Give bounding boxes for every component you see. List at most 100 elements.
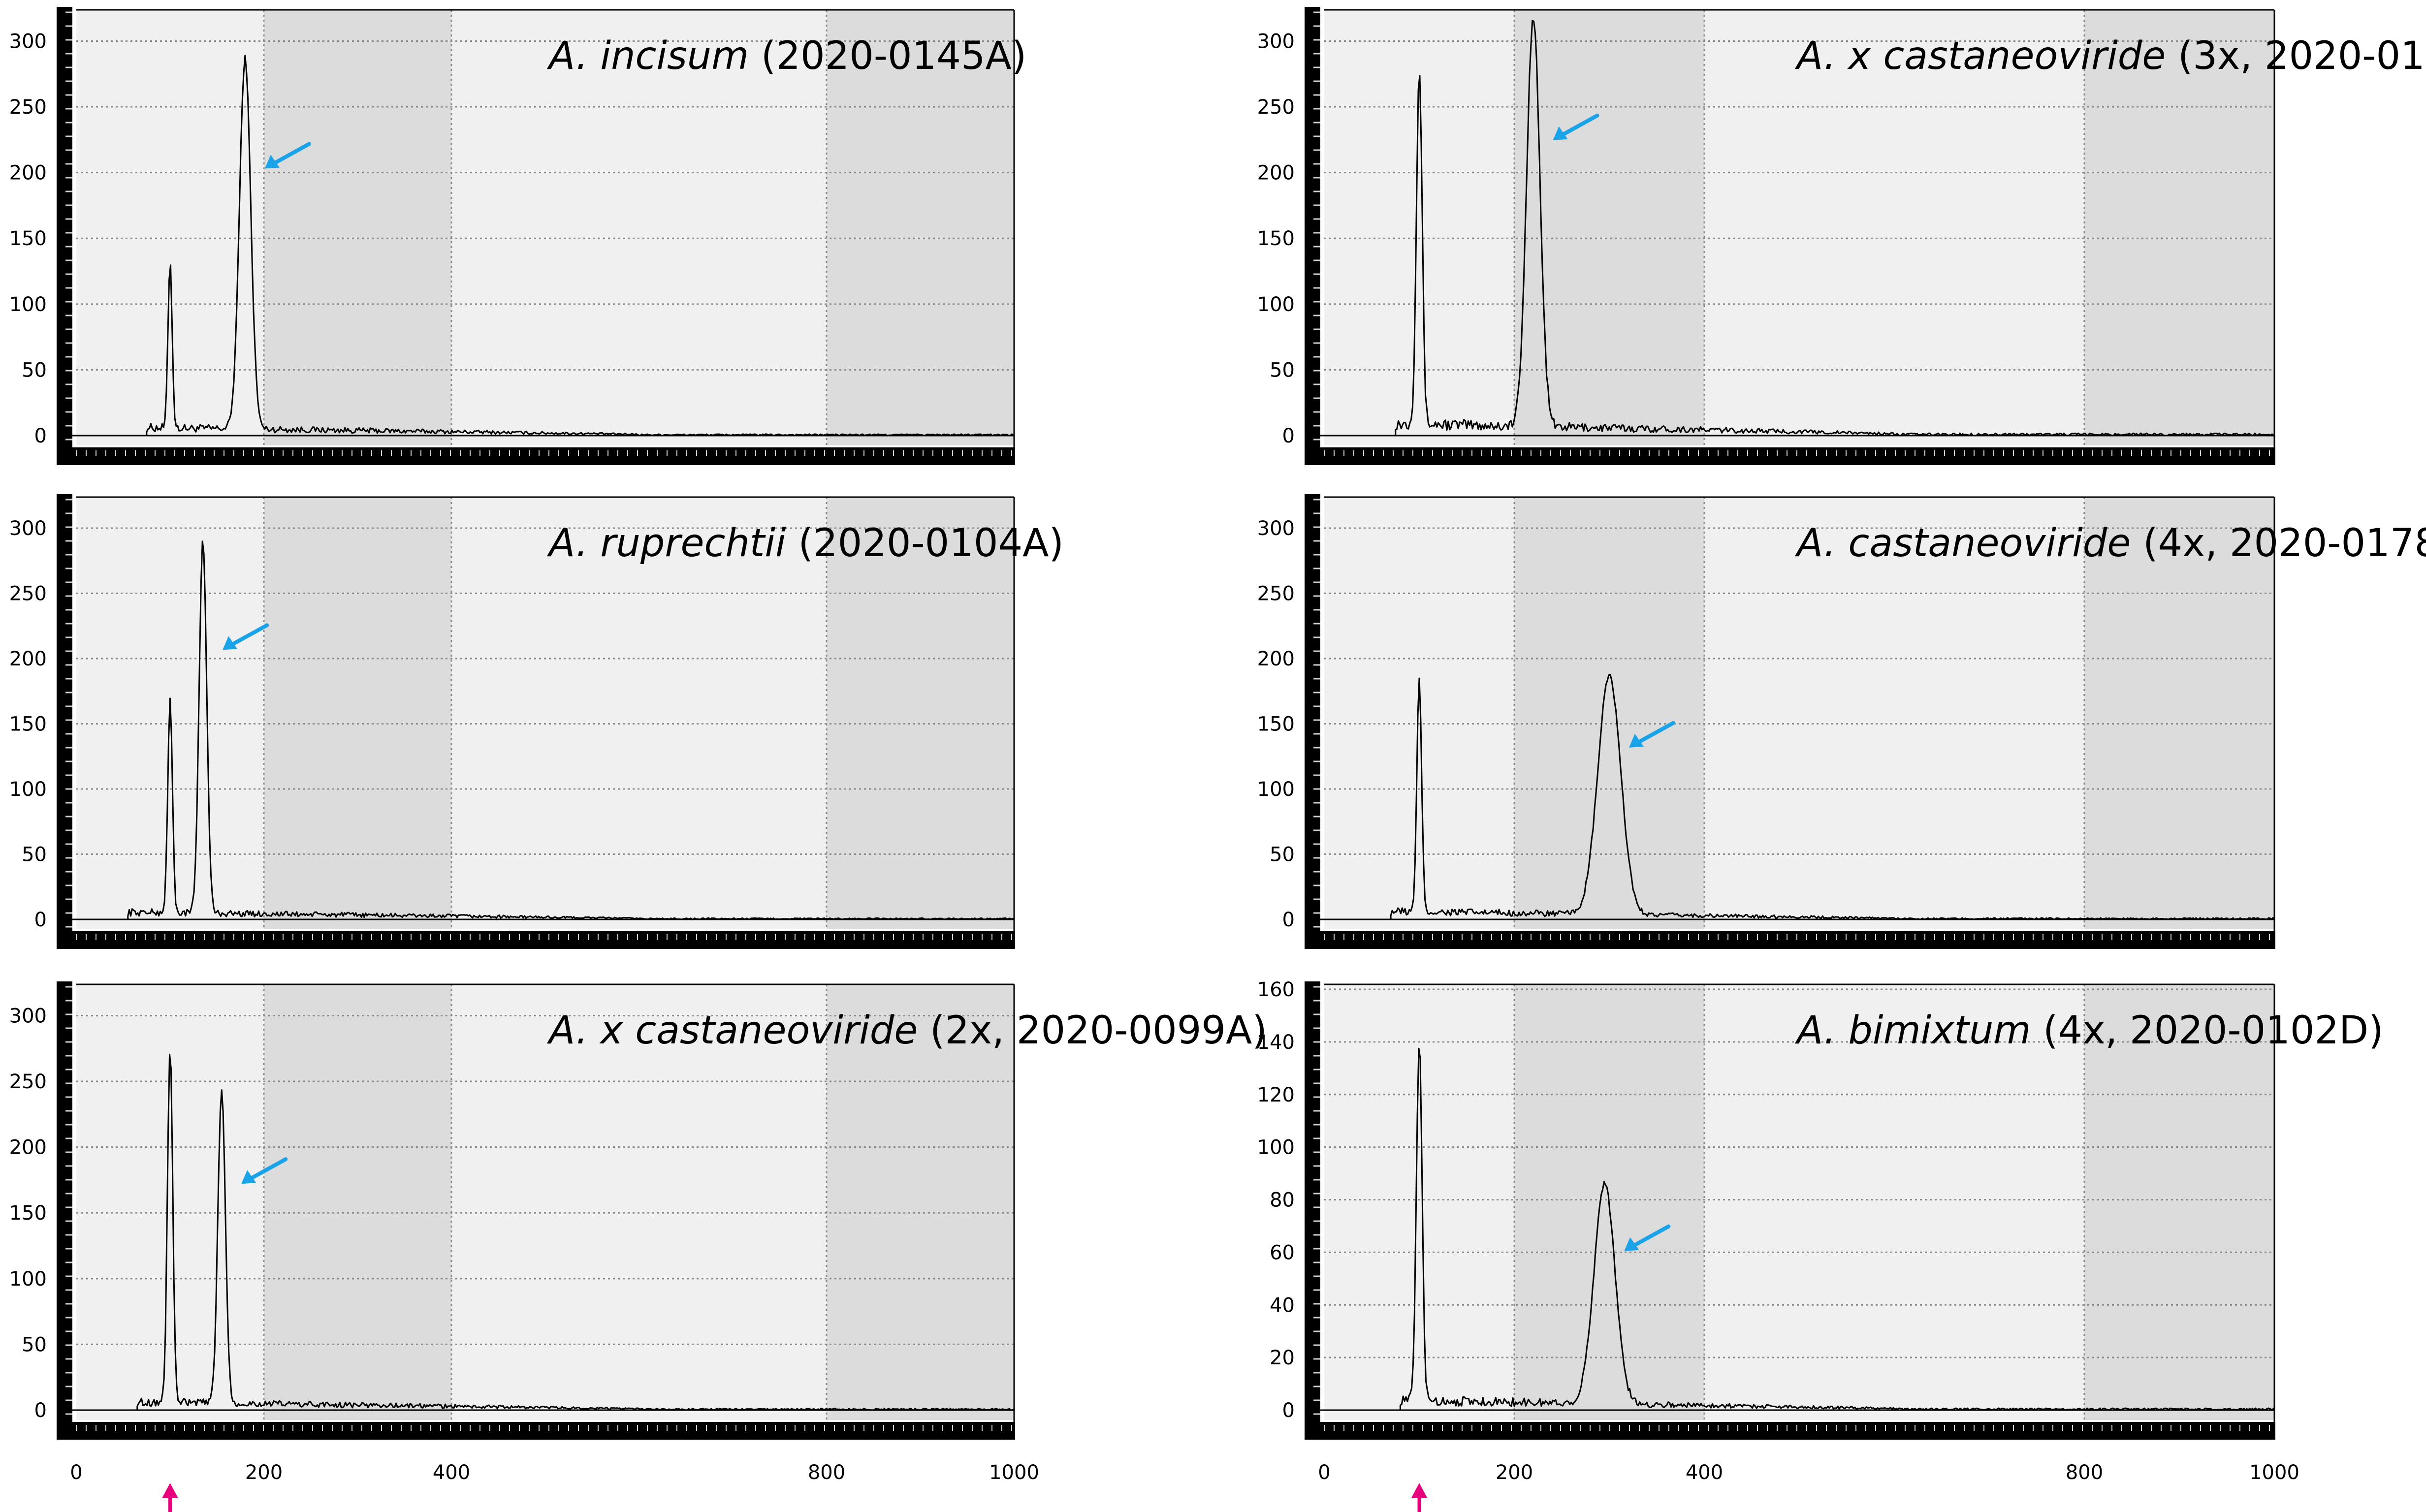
x-axis-ruler	[1305, 931, 2275, 949]
y-tick-label: 50	[1270, 359, 1295, 381]
sample-detail: (2020-0145A)	[749, 34, 1026, 78]
x-tick-label: 1000	[2249, 1461, 2299, 1484]
background-band	[1704, 984, 2084, 1420]
background-band	[76, 10, 264, 445]
species-name: A. x castaneoviride	[546, 1008, 918, 1053]
y-tick-label: 50	[22, 844, 47, 866]
standard-peak-arrow	[162, 1483, 178, 1512]
y-tick-label: 0	[1282, 425, 1295, 447]
y-tick-label: 200	[9, 648, 47, 670]
background-band	[2084, 984, 2274, 1420]
background-band	[1324, 497, 1514, 929]
species-name: A. incisum	[546, 34, 749, 78]
x-tick-label: 800	[2066, 1461, 2103, 1484]
histogram-trace	[146, 55, 1014, 437]
sample-detail: (3x, 2020-0178F)	[2166, 34, 2426, 78]
arrow-shaft	[1634, 721, 1675, 746]
y-tick-label: 300	[9, 517, 47, 540]
y-tick-label: 250	[9, 1071, 47, 1093]
arrow-shaft	[227, 623, 269, 648]
y-tick-label: 160	[1257, 978, 1295, 1001]
y-axis-ruler	[57, 494, 72, 949]
y-tick-label: 100	[1257, 293, 1295, 316]
y-tick-label: 200	[1257, 162, 1295, 185]
y-tick-label: 50	[22, 359, 47, 381]
y-tick-label: 100	[1257, 1136, 1295, 1159]
arrow-head	[223, 636, 238, 650]
y-tick-label: 0	[34, 425, 47, 447]
background-band	[451, 497, 827, 929]
background-band	[1514, 497, 1704, 929]
y-tick-label: 100	[9, 778, 47, 801]
species-name: A. x castaneoviride	[1794, 34, 2166, 78]
y-tick-label: 120	[1257, 1084, 1295, 1106]
species-name: A. castaneoviride	[1794, 521, 2131, 566]
y-tick-label: 0	[34, 909, 47, 931]
histogram-trace	[1399, 1047, 2275, 1411]
background-band	[827, 10, 1014, 445]
histogram-trace	[1390, 674, 2275, 920]
y-tick-label: 100	[9, 1268, 47, 1291]
x-axis-ruler	[57, 447, 1015, 465]
histogram-panel: 0 20 40 60 80 100 120 140 160 A. bimixtum (4x, 20…	[1257, 978, 2384, 1440]
x-tick-label: 0	[1318, 1461, 1330, 1484]
background-band	[451, 984, 827, 1420]
y-tick-label: 250	[1257, 96, 1295, 119]
arrow-head	[1629, 733, 1644, 748]
background-band	[1704, 497, 2084, 929]
background-band	[264, 984, 451, 1420]
y-tick-label: 20	[1270, 1347, 1295, 1369]
x-axis-ruler	[57, 1422, 1015, 1440]
y-axis-ruler	[57, 7, 72, 465]
arrow-head	[1624, 1237, 1639, 1251]
background-band	[827, 984, 1014, 1420]
arrow-head	[241, 1170, 256, 1184]
histogram-panel: 0 50 100 150 200 250 300 A. x castaneoviride (3…	[1257, 7, 2426, 465]
y-tick-label: 300	[9, 1005, 47, 1027]
standard-peak-arrow	[1411, 1483, 1427, 1512]
y-tick-label: 200	[9, 162, 47, 185]
panel-title: A. ruprechtii (2020-0104A)	[546, 521, 1064, 566]
y-axis-ruler	[1305, 494, 1320, 949]
y-tick-label: 300	[1257, 30, 1295, 53]
peak-indicator-arrow	[241, 1157, 288, 1184]
y-tick-label: 0	[1282, 1399, 1295, 1422]
x-tick-label: 0	[70, 1461, 82, 1484]
species-name: A. bimixtum	[1794, 1008, 2031, 1053]
background-band	[2084, 10, 2274, 445]
y-tick-label: 100	[1257, 778, 1295, 801]
y-tick-label: 200	[1257, 648, 1295, 670]
x-axis-labels: 0 200 400 800 1000	[1318, 1461, 2299, 1512]
histogram-panel: 0 50 100 150 200 250 300 A. ruprechtii (2020-01…	[9, 494, 1064, 949]
y-tick-label: 150	[9, 713, 47, 736]
histogram-panel: 0 50 100 150 200 250 300 A. x castaneoviride (2…	[9, 981, 1267, 1440]
y-tick-label: 200	[9, 1136, 47, 1159]
histogram-panel: 0 50 100 150 200 250 300 A. castaneoviride (4x,…	[1257, 494, 2426, 949]
histogram-trace	[1395, 20, 2274, 437]
y-tick-label: 80	[1270, 1189, 1295, 1212]
y-tick-label: 150	[9, 1202, 47, 1225]
x-axis-ruler	[1305, 447, 2275, 465]
y-tick-label: 300	[1257, 517, 1295, 540]
x-tick-label: 1000	[989, 1461, 1039, 1484]
background-band	[264, 497, 451, 929]
x-axis-labels: 0 200 400 800 1000	[70, 1461, 1039, 1512]
background-band	[76, 984, 264, 1420]
background-band	[827, 497, 1014, 929]
y-tick-label: 250	[9, 96, 47, 119]
panel-title: A. x castaneoviride (2x, 2020-0099A)	[546, 1008, 1267, 1053]
background-band	[2084, 497, 2274, 929]
arrow-shaft	[1558, 113, 1599, 138]
sample-detail: (4x, 2020-0178G)	[2131, 521, 2426, 566]
panel-title: A. x castaneoviride (3x, 2020-0178F)	[1794, 34, 2426, 78]
histogram-trace	[136, 1053, 1014, 1411]
background-band	[264, 10, 451, 445]
y-tick-label: 150	[1257, 227, 1295, 250]
y-tick-label: 40	[1270, 1294, 1295, 1317]
background-band	[1514, 10, 1704, 445]
y-tick-label: 50	[1270, 844, 1295, 866]
pink-arrow-head	[162, 1483, 178, 1498]
y-tick-label: 140	[1257, 1031, 1295, 1054]
